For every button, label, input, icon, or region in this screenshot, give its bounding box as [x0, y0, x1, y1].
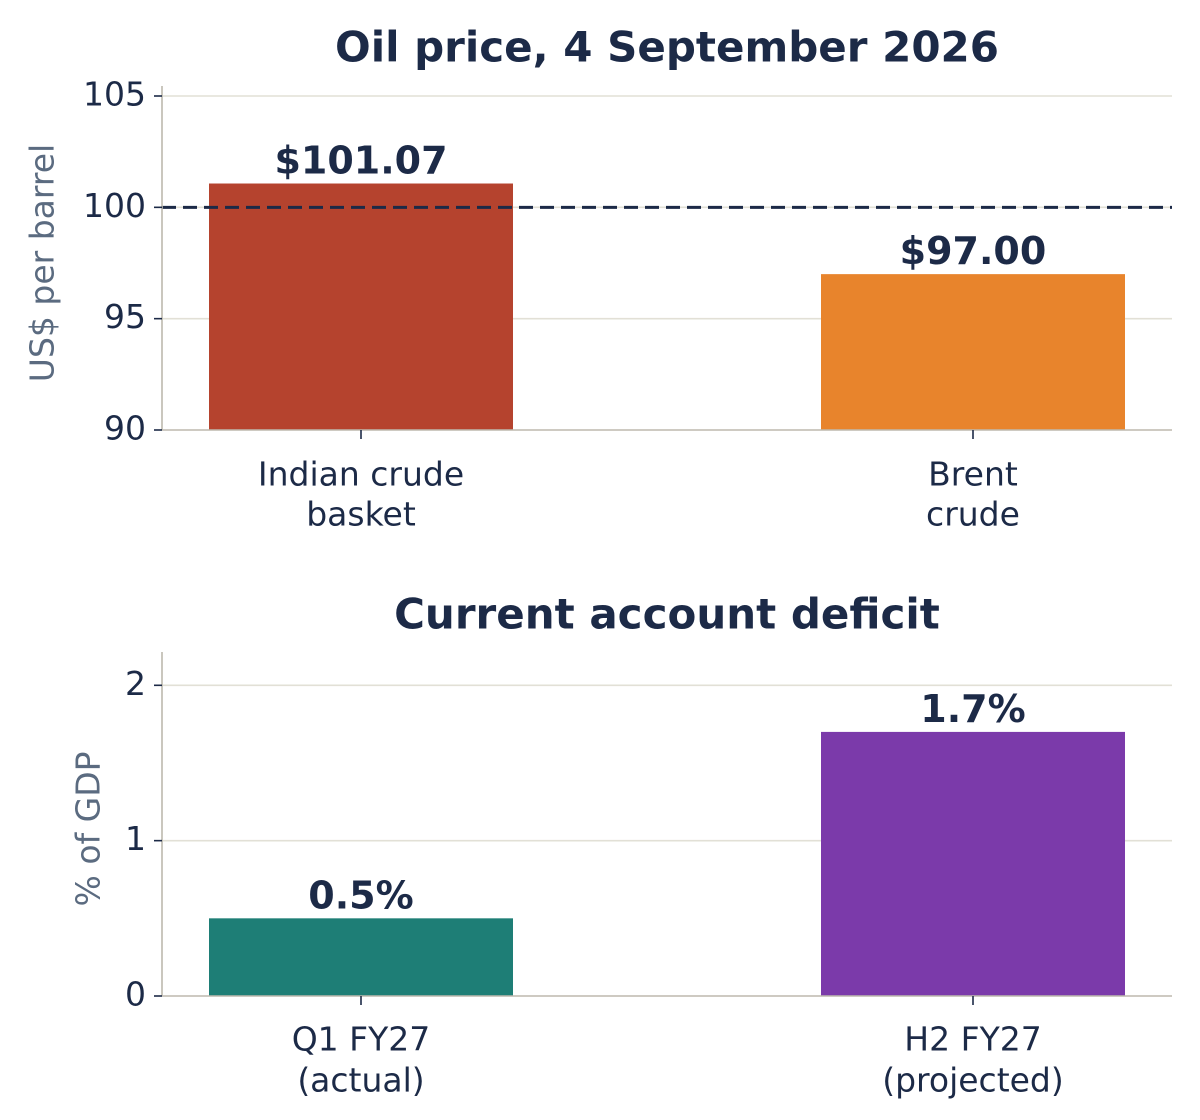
- y-tick-label: 105: [83, 75, 146, 114]
- bar: [209, 918, 513, 996]
- bar: [209, 183, 513, 430]
- chart-title: Oil price, 4 September 2026: [335, 23, 999, 72]
- y-tick-label: 95: [104, 297, 146, 336]
- data-label: $101.07: [274, 139, 447, 183]
- y-tick-label: 2: [125, 664, 146, 703]
- data-label: 0.5%: [308, 873, 413, 917]
- y-axis-label: % of GDP: [69, 751, 108, 906]
- y-tick-label: 100: [83, 186, 146, 225]
- x-tick-label: crude: [926, 495, 1020, 534]
- x-tick-label: (actual): [297, 1061, 424, 1100]
- x-tick-label: (projected): [882, 1061, 1064, 1100]
- x-tick-label: H2 FY27: [904, 1020, 1041, 1059]
- data-label: $97.00: [900, 229, 1047, 273]
- y-axis-label: US$ per barrel: [23, 144, 62, 382]
- x-tick-label: basket: [306, 495, 416, 534]
- chart-title: Current account deficit: [394, 590, 940, 639]
- x-tick-label: Indian crude: [258, 455, 464, 494]
- y-tick-label: 90: [104, 409, 146, 448]
- y-tick-label: 0: [125, 975, 146, 1014]
- y-tick-label: 1: [125, 819, 146, 858]
- x-tick-label: Brent: [928, 455, 1018, 494]
- bar: [821, 731, 1125, 996]
- data-label: 1.7%: [920, 687, 1025, 731]
- x-tick-label: Q1 FY27: [292, 1020, 431, 1059]
- bar: [821, 274, 1125, 430]
